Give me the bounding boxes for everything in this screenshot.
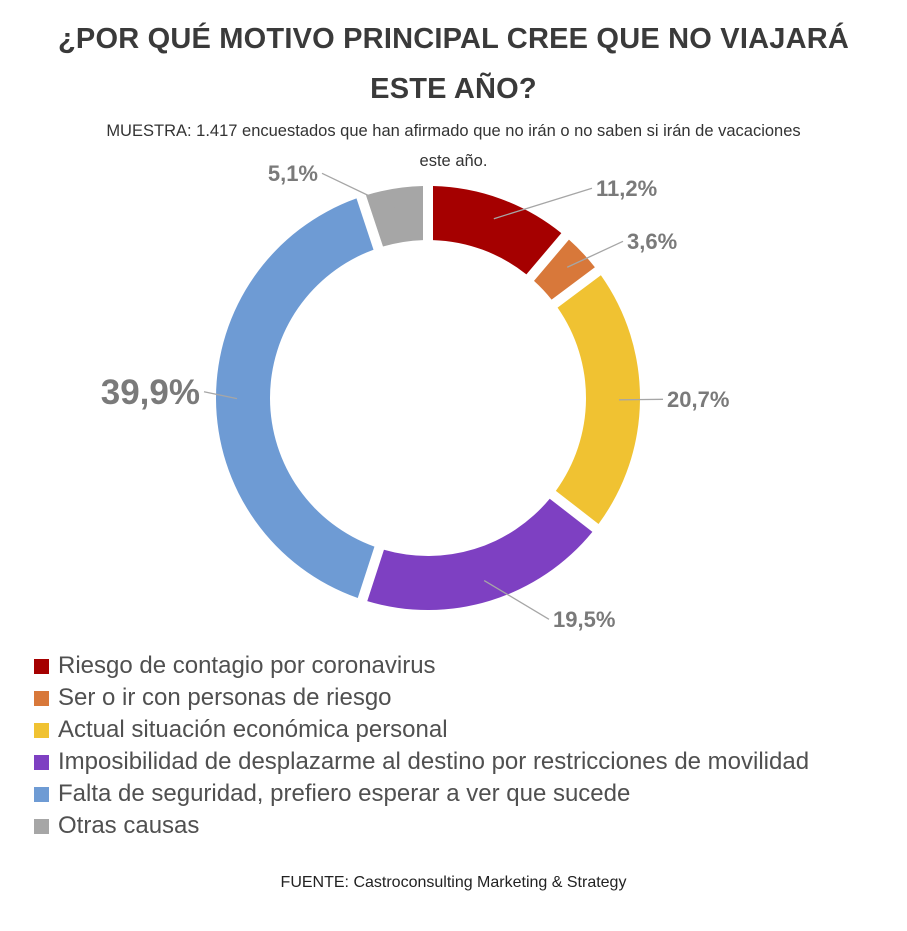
data-label-1: 11,2%	[596, 176, 657, 201]
legend-label-4: Imposibilidad de desplazarme al destino …	[58, 748, 810, 775]
donut-slice-3	[555, 275, 640, 524]
legend-item-3: Actual situación económica personal	[34, 714, 809, 746]
donut-slice-4	[367, 498, 593, 610]
legend-swatch-1	[34, 658, 49, 674]
data-label-3: 20,7%	[667, 387, 729, 412]
chart-title: ¿POR QUÉ MOTIVO PRINCIPAL CREE QUE NO VI…	[57, 23, 849, 105]
leader-line-4	[483, 579, 550, 620]
legend-label-2: Ser o ir con personas de riesgo	[58, 684, 392, 711]
legend-label-5: Falta de seguridad, prefiero esperar a v…	[58, 780, 631, 807]
data-label-6: 5,1%	[268, 161, 318, 186]
data-label-5: 39,9%	[101, 373, 200, 412]
donut-slice-6	[365, 186, 424, 247]
leader-line-3	[618, 398, 664, 401]
legend-label-6: Otras causas	[58, 812, 200, 839]
chart-legend: Riesgo de contagio por coronavirus Ser o …	[34, 650, 809, 842]
legend-label-3: Actual situación económica personal	[58, 716, 448, 743]
chart-subtitle: MUESTRA: 1.417 encuestados que han afirm…	[106, 122, 801, 170]
source-note: FUENTE: Castroconsulting Marketing & Str…	[280, 874, 627, 891]
legend-swatch-4	[34, 754, 49, 770]
donut-slice-1	[432, 186, 562, 275]
legend-item-6: Otras causas	[34, 810, 809, 842]
leader-line-2	[566, 240, 624, 268]
legend-swatch-2	[34, 690, 49, 706]
donut-slice-2	[533, 239, 595, 300]
leader-line-1	[493, 187, 593, 220]
leader-line-6	[321, 172, 398, 211]
legend-label-1: Riesgo de contagio por coronavirus	[58, 652, 436, 679]
legend-swatch-6	[34, 818, 49, 834]
legend-item-4: Imposibilidad de desplazarme al destino …	[34, 746, 809, 778]
legend-item-2: Ser o ir con personas de riesgo	[34, 682, 809, 714]
donut-slice-5	[216, 198, 375, 599]
legend-swatch-5	[34, 786, 49, 802]
legend-item-1: Riesgo de contagio por coronavirus	[34, 650, 809, 682]
leader-line-5	[203, 391, 238, 400]
data-label-2: 3,6%	[627, 229, 677, 254]
legend-item-5: Falta de seguridad, prefiero esperar a v…	[34, 778, 809, 810]
legend-swatch-3	[34, 722, 49, 738]
data-label-4: 19,5%	[553, 607, 615, 632]
